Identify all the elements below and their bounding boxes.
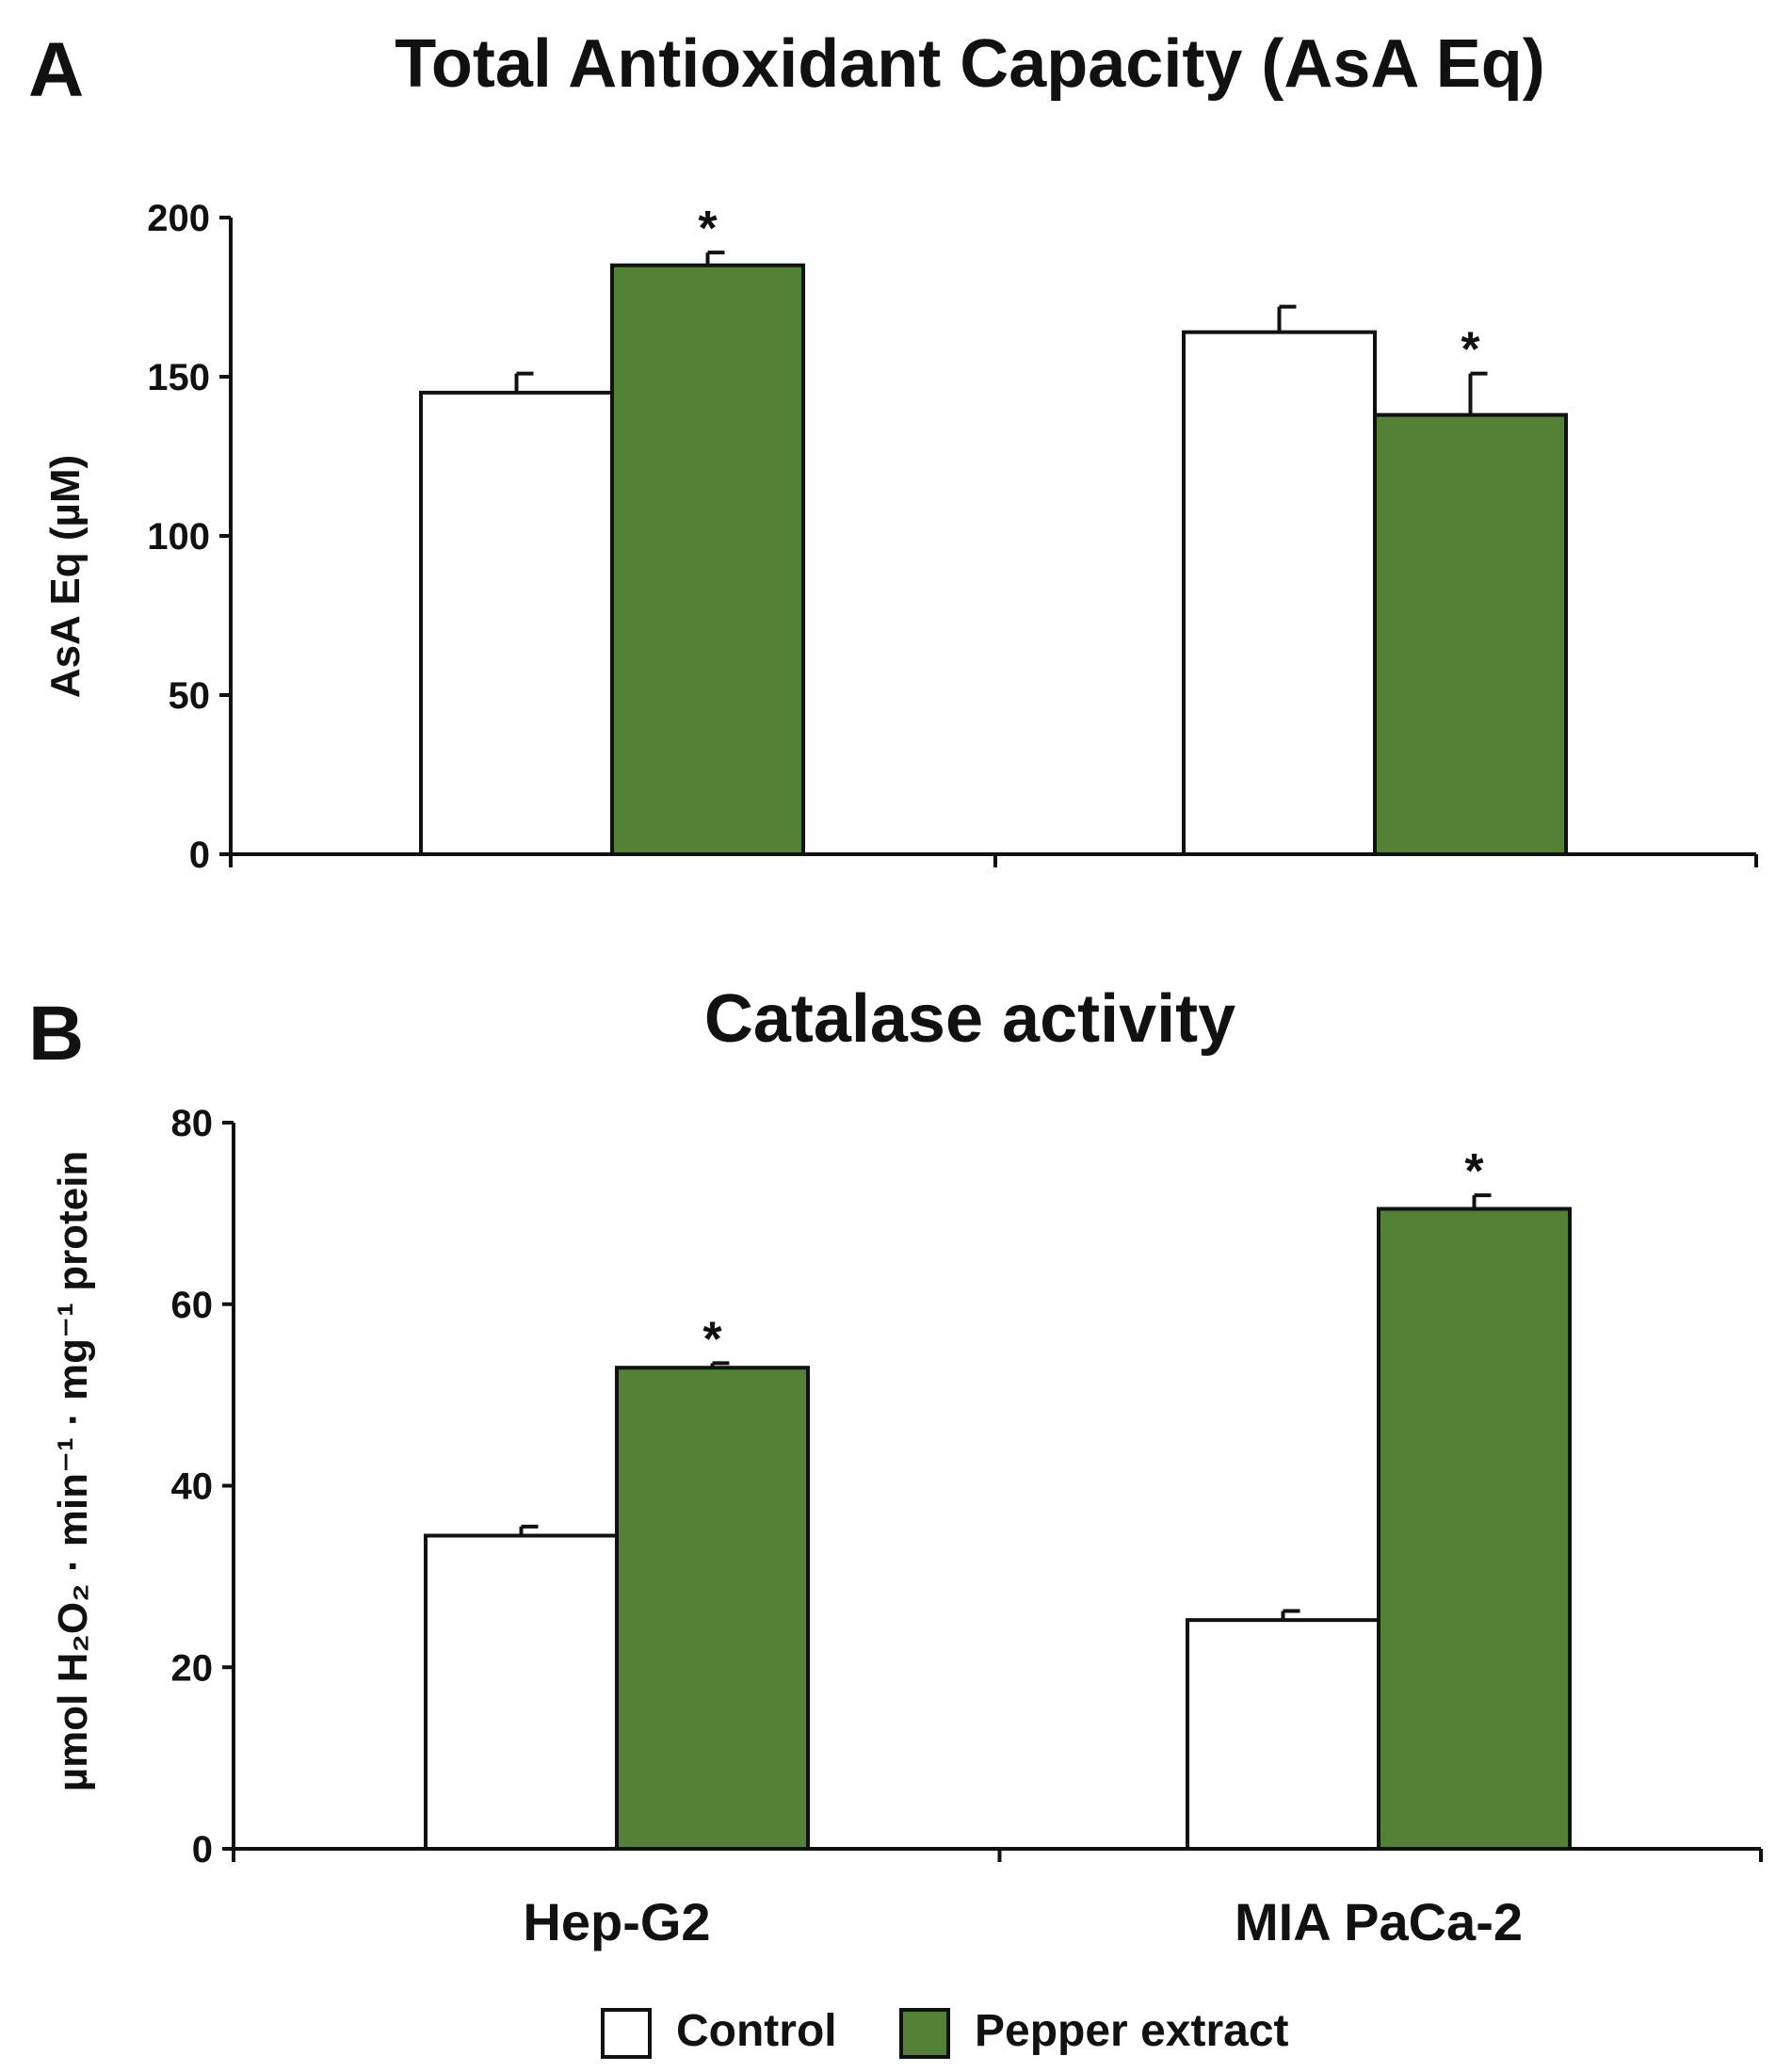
category-label: Hep-G2	[523, 1892, 710, 1951]
panel-a-significance-mark: *	[1461, 323, 1480, 378]
panel-b-significance-mark: *	[1464, 1144, 1484, 1199]
panel-b-title: Catalase activity	[704, 981, 1235, 1057]
panel-a-y-tick-label: 150	[147, 357, 210, 398]
panel-b-bar-control	[424, 1533, 619, 1851]
panel-b-y-tick-label: 60	[171, 1285, 214, 1326]
legend-label-control: Control	[676, 2006, 837, 2056]
legend: Control Pepper extract	[601, 2006, 1289, 2059]
panel-a-bar-control	[1182, 330, 1377, 856]
panel-b-y-tick-label: 0	[192, 1829, 213, 1870]
legend-swatch-pepper-extract	[899, 2008, 950, 2059]
panel-a: A Total Antioxidant Capacity (AsA Eq) As…	[28, 26, 1758, 876]
legend-label-pepper-extract: Pepper extract	[975, 2006, 1289, 2056]
panel-a-bar-pepper-extract	[1373, 413, 1568, 856]
panel-a-bar-control	[419, 390, 614, 856]
panel-b-letter: B	[28, 991, 84, 1076]
panel-a-significance-mark: *	[698, 202, 718, 256]
panel-a-title: Total Antioxidant Capacity (AsA Eq)	[395, 26, 1544, 102]
panel-a-letter: A	[28, 27, 84, 113]
panel-b-significance-mark: *	[702, 1312, 722, 1367]
panel-b: B Catalase activity µmol H₂O₂ · min⁻¹ · …	[28, 981, 1763, 1951]
panel-a-y-tick-label: 200	[147, 198, 210, 239]
panel-a-bar-pepper-extract	[610, 263, 805, 856]
panel-b-y-axis-label: µmol H₂O₂ · min⁻¹ · mg⁻¹ protein	[50, 1151, 96, 1791]
legend-swatch-control	[601, 2008, 652, 2059]
panel-b-y-tick-label: 80	[171, 1103, 214, 1144]
panel-b-bar-pepper-extract	[615, 1366, 810, 1852]
panel-a-y-tick-label: 50	[169, 675, 211, 717]
panel-b-y-tick-label: 40	[171, 1466, 214, 1508]
category-label: MIA PaCa-2	[1235, 1892, 1523, 1951]
panel-a-y-axis-label: AsA Eq (µM)	[42, 455, 89, 698]
panel-a-y-tick-label: 100	[147, 516, 210, 558]
panel-b-bar-control	[1186, 1618, 1380, 1852]
panel-b-y-tick-label: 20	[171, 1647, 214, 1689]
panel-b-bar-pepper-extract	[1377, 1206, 1572, 1851]
panel-a-y-tick-label: 0	[189, 834, 210, 876]
